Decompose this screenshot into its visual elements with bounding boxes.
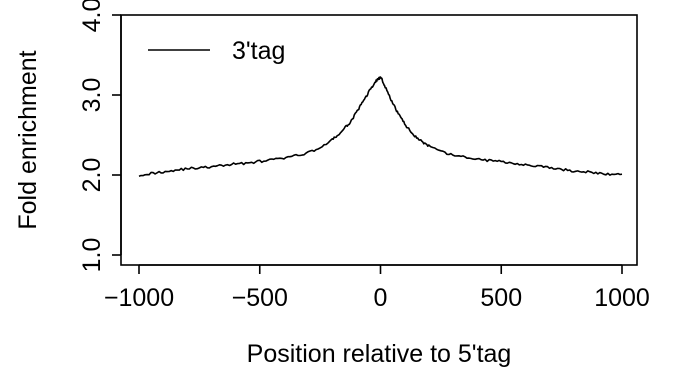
y-tick-label: 2.0	[78, 158, 106, 193]
x-tick-label: −500	[232, 284, 288, 312]
y-tick-label: 1.0	[78, 238, 106, 273]
y-tick-label: 4.0	[78, 0, 106, 32]
series-line-3tag	[138, 76, 623, 177]
y-tick-label: 3.0	[78, 78, 106, 113]
plot-frame	[120, 14, 638, 266]
x-tick-label: 500	[480, 284, 522, 312]
x-tick-label: 1000	[594, 284, 650, 312]
x-axis-ticks: −1000 −500 0 500 1000	[104, 265, 650, 312]
legend: 3'tag	[148, 37, 285, 65]
x-tick-label: −1000	[104, 284, 174, 312]
y-axis-ticks: 1.0 2.0 3.0 4.0	[78, 0, 122, 273]
x-tick-label: 0	[374, 284, 388, 312]
legend-label: 3'tag	[232, 37, 285, 65]
x-axis-title: Position relative to 5'tag	[247, 340, 512, 368]
y-axis-title: Fold enrichment	[14, 50, 42, 229]
